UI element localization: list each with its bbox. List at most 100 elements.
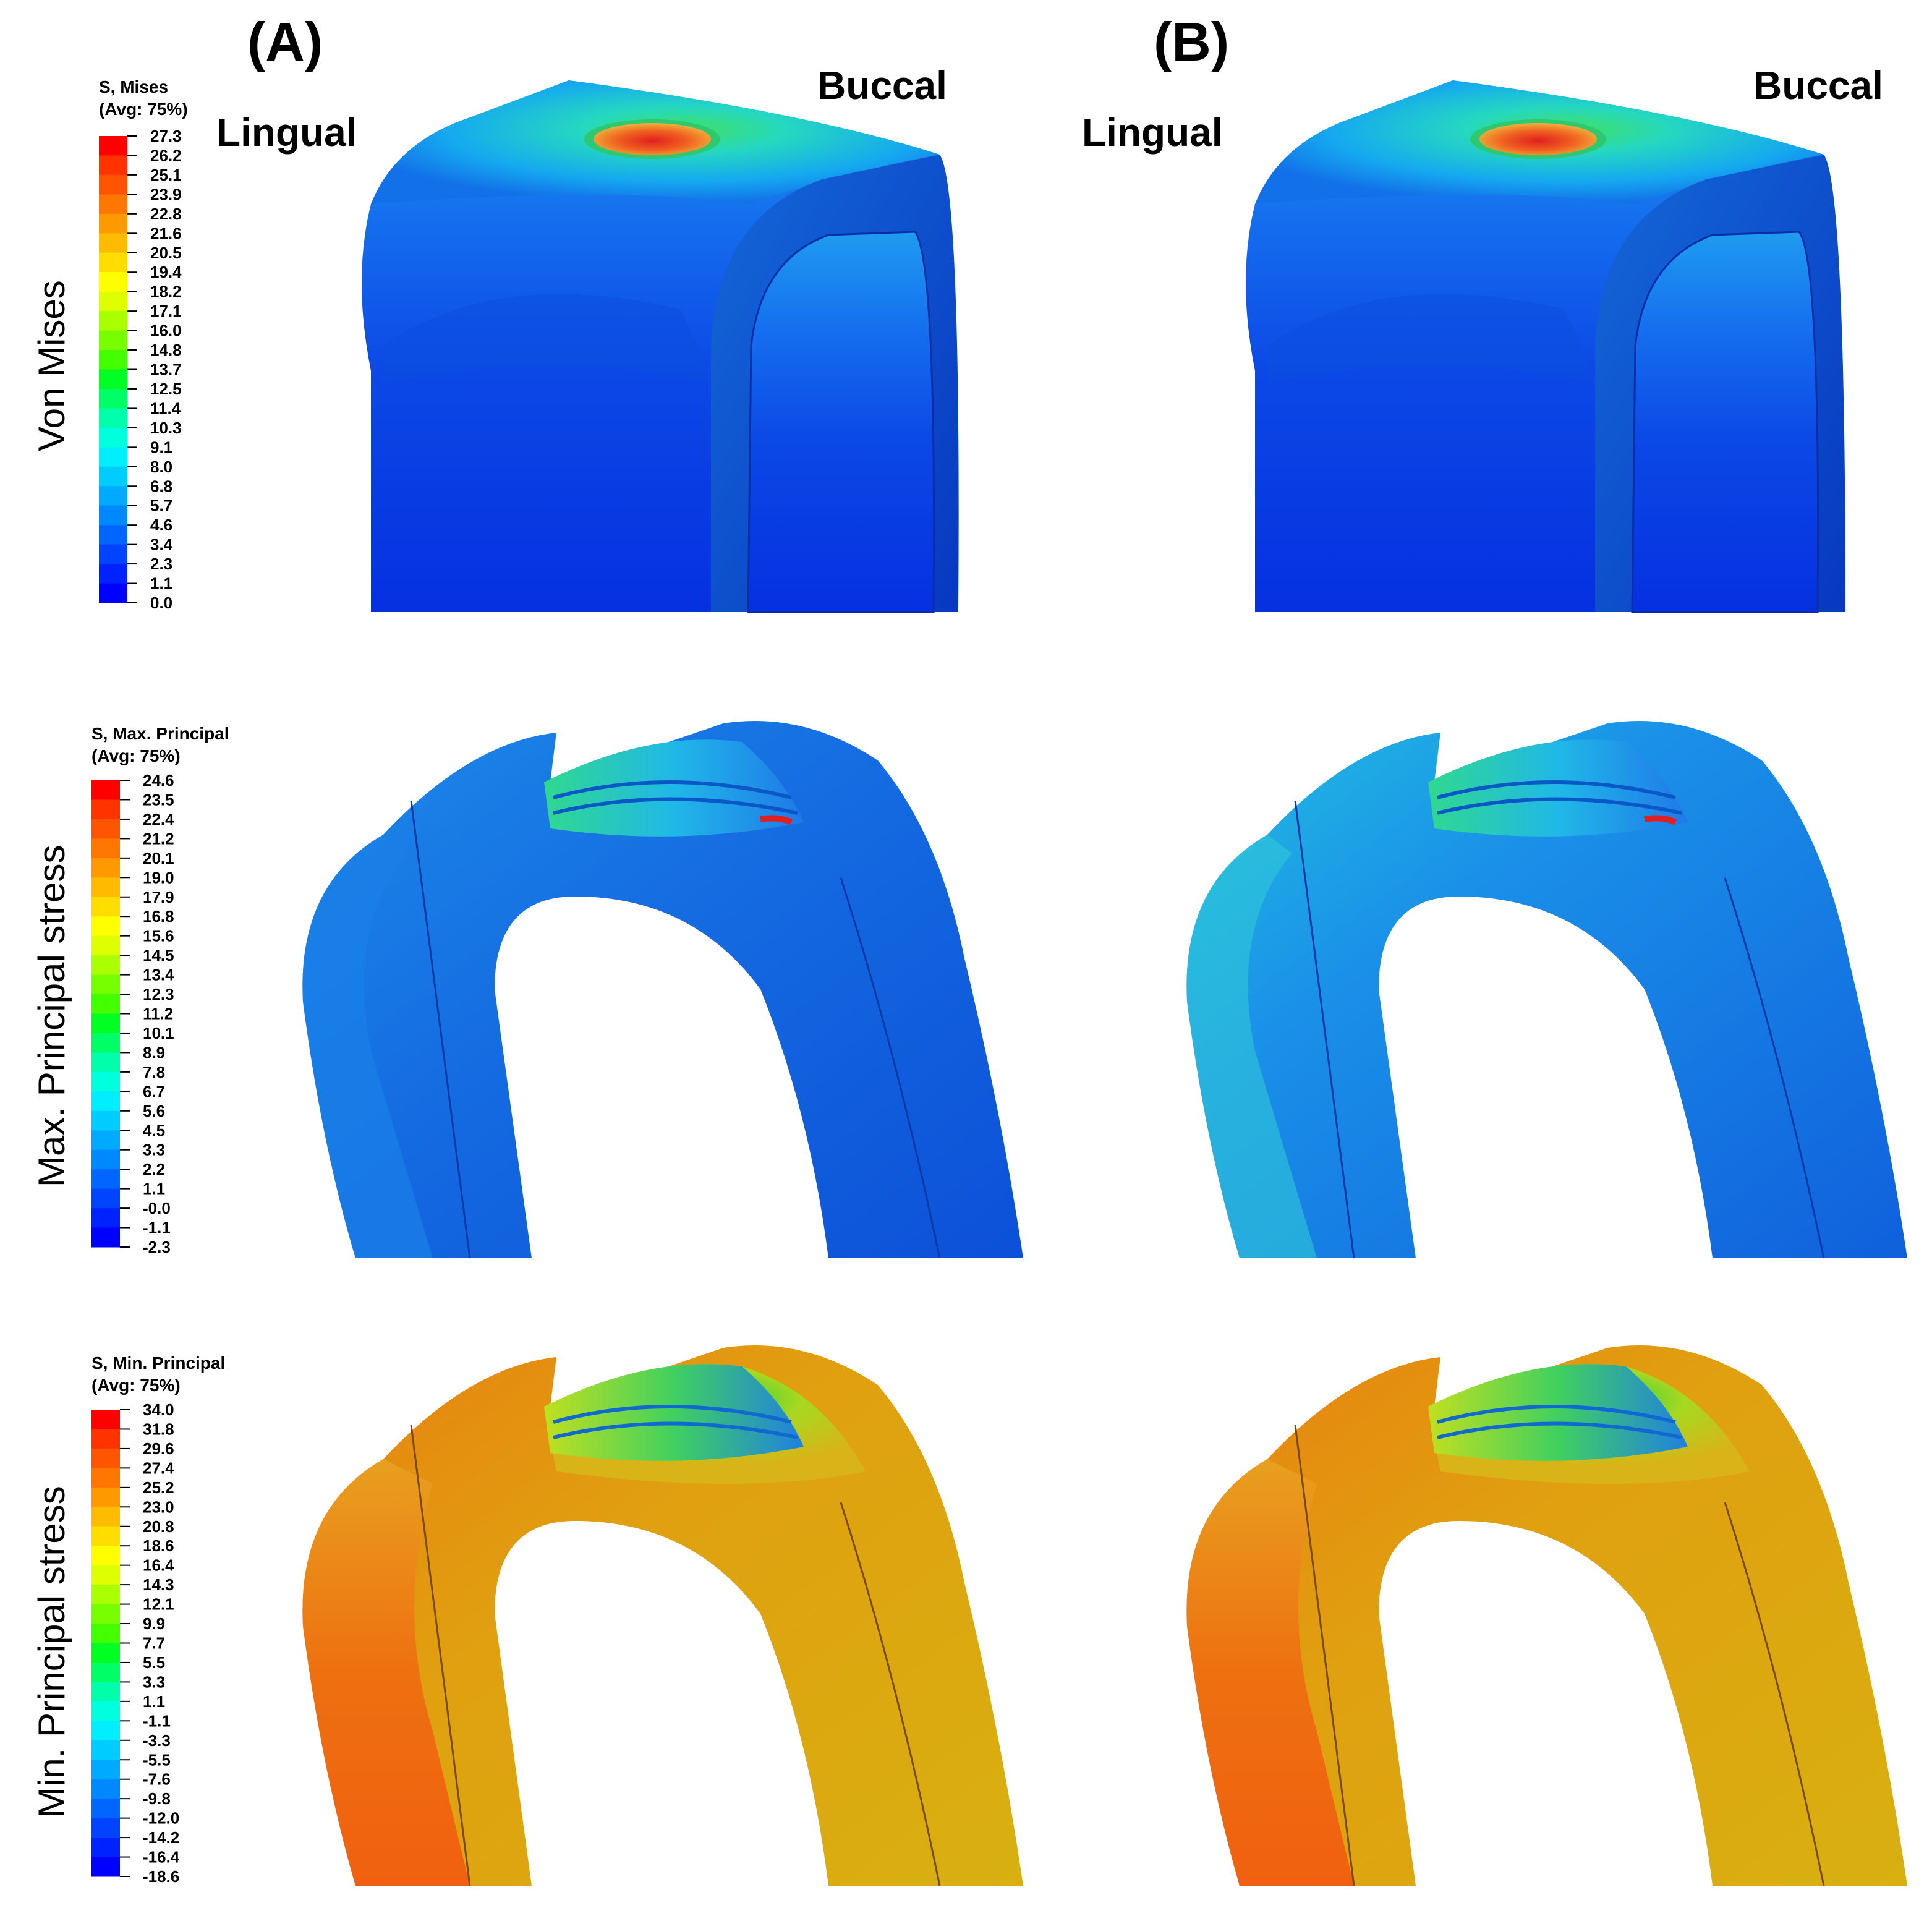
legend-von-mises: S, Mises (Avg: 75%) 27.326.2 25.123.9 22.821…: [99, 77, 188, 612]
legend-tick-label: -3.3: [143, 1731, 171, 1750]
legend-tick-label: -1.1: [143, 1219, 171, 1237]
legend-color-band: [91, 1604, 120, 1624]
legend-color-band: [91, 1208, 120, 1229]
legend-color-band: [99, 583, 127, 603]
legend-color-band: [91, 1565, 120, 1585]
legend-tick-label: 7.7: [143, 1634, 165, 1653]
row-label-max-principal: Max. Principal stress: [31, 845, 72, 1187]
legend-color-band: [91, 1091, 120, 1112]
legend-tick-label: 19.4: [150, 263, 182, 281]
legend-tick-label: 22.4: [143, 810, 174, 828]
legend-color-band: [91, 1838, 120, 1858]
legend-tick-label: 34.0: [143, 1400, 174, 1419]
legend-color-band: [99, 369, 127, 390]
legend-color-band: [91, 1818, 120, 1838]
legend-tick-label: -7.6: [143, 1770, 171, 1789]
legend-subtitle: (Avg: 75%): [99, 100, 188, 119]
legend-color-band: [99, 525, 127, 545]
legend-color-band: [99, 233, 127, 253]
legend-color-band: [91, 1779, 120, 1799]
legend-tick-label: 27.3: [150, 127, 182, 145]
legend-color-band: [99, 388, 127, 409]
legend-tick-label: 2.3: [150, 555, 172, 573]
legend-color-band: [91, 916, 120, 937]
legend-tick-label: 23.9: [150, 185, 182, 203]
legend-color-band: [91, 1429, 120, 1449]
legend-tick-label: 9.1: [150, 438, 172, 456]
legend-tick-label: 6.8: [150, 477, 172, 495]
legend-color-band: [91, 955, 120, 976]
legend-tick-label: -9.8: [143, 1789, 171, 1808]
legend-subtitle: (Avg: 75%): [91, 746, 181, 765]
legend-color-band: [99, 136, 127, 156]
legend-color-band: [99, 311, 127, 331]
legend-tick-label: 13.7: [150, 360, 182, 379]
legend-tick-label: -14.2: [143, 1828, 179, 1847]
legend-min-principal: S, Min. Principal(Avg: 75%)34.031.829.62…: [91, 1353, 225, 1886]
legend-color-band: [91, 1149, 120, 1170]
legend-color-band: [99, 486, 127, 506]
legend-tick-label: 26.2: [150, 146, 182, 164]
legend-tick-label: 18.6: [143, 1536, 174, 1555]
legend-tick-label: -5.5: [143, 1750, 171, 1769]
legend-tick-label: 5.7: [150, 496, 172, 515]
legend-tick-label: 23.0: [143, 1497, 174, 1516]
legend-tick-label: 4.6: [150, 516, 172, 534]
legend-tick-label: 12.3: [143, 985, 174, 1003]
legend-color-band: [91, 1585, 120, 1605]
legend-tick-label: 25.1: [150, 166, 182, 184]
legend-tick-label: 21.2: [143, 829, 174, 848]
legend-color-band: [91, 1487, 120, 1507]
legend-title: S, Max. Principal: [91, 724, 229, 743]
legend-color-band: [99, 350, 127, 370]
buccal-label-b: Buccal: [1753, 63, 1883, 108]
legend-color-band: [91, 994, 120, 1014]
lingual-label-a: Lingual: [216, 110, 357, 155]
legend-tick-label: 14.8: [150, 341, 182, 359]
buccal-label-a: Buccal: [817, 63, 947, 108]
legend-max-principal: S, Max. Principal(Avg: 75%)24.623.522.42…: [91, 724, 229, 1256]
legend-color-band: [99, 544, 127, 564]
max-principal-model-a: [302, 721, 1023, 1259]
legend-tick-label: 24.6: [143, 771, 174, 790]
legend-color-band: [99, 155, 127, 176]
legend-tick-label: -16.4: [143, 1848, 180, 1867]
legend-color-band: [99, 505, 127, 526]
legend-color-band: [99, 447, 127, 467]
legend-color-band: [91, 1701, 120, 1721]
legend-tick-label: 8.0: [150, 458, 172, 476]
legend-color-band: [91, 819, 120, 839]
legend-tick-label: 2.2: [143, 1160, 165, 1178]
von-mises-model-a: [362, 80, 959, 613]
legend-tick-label: 13.4: [143, 966, 174, 984]
legend-tick-label: 14.3: [143, 1575, 174, 1594]
legend-color-band: [91, 935, 120, 956]
legend-color-band: [91, 1857, 120, 1877]
legend-tick-label: 10.3: [150, 419, 182, 437]
legend-color-band: [91, 1721, 120, 1741]
legend-color-band: [91, 1546, 120, 1566]
legend-tick-label: 10.1: [143, 1024, 174, 1042]
legend-color-band: [91, 1013, 120, 1034]
legend-tick-label: 4.5: [143, 1121, 165, 1139]
legend-color-band: [91, 1760, 120, 1780]
legend-color-band: [91, 1507, 120, 1527]
legend-tick-label: 20.1: [143, 849, 174, 867]
legend-subtitle: (Avg: 75%): [91, 1376, 181, 1395]
legend-color-band: [99, 427, 127, 448]
row-label-min-principal: Min. Principal stress: [31, 1486, 72, 1818]
legend-tick-label: 12.1: [143, 1595, 174, 1614]
panel-a-label: (A): [247, 11, 323, 72]
legend-tick-label: 3.4: [150, 535, 173, 554]
legend-color-band: [91, 1526, 120, 1546]
legend-tick-label: 7.8: [143, 1063, 165, 1081]
legend-color-band: [99, 291, 127, 312]
legend-tick-label: 15.6: [143, 927, 174, 945]
legend-color-band: [91, 1410, 120, 1429]
legend-color-band: [99, 194, 127, 215]
legend-tick-label: 16.8: [143, 907, 174, 926]
legend-tick-label: 20.5: [150, 244, 182, 262]
legend-tick-label: -12.0: [143, 1809, 179, 1828]
legend-tick-label: 14.5: [143, 946, 174, 965]
